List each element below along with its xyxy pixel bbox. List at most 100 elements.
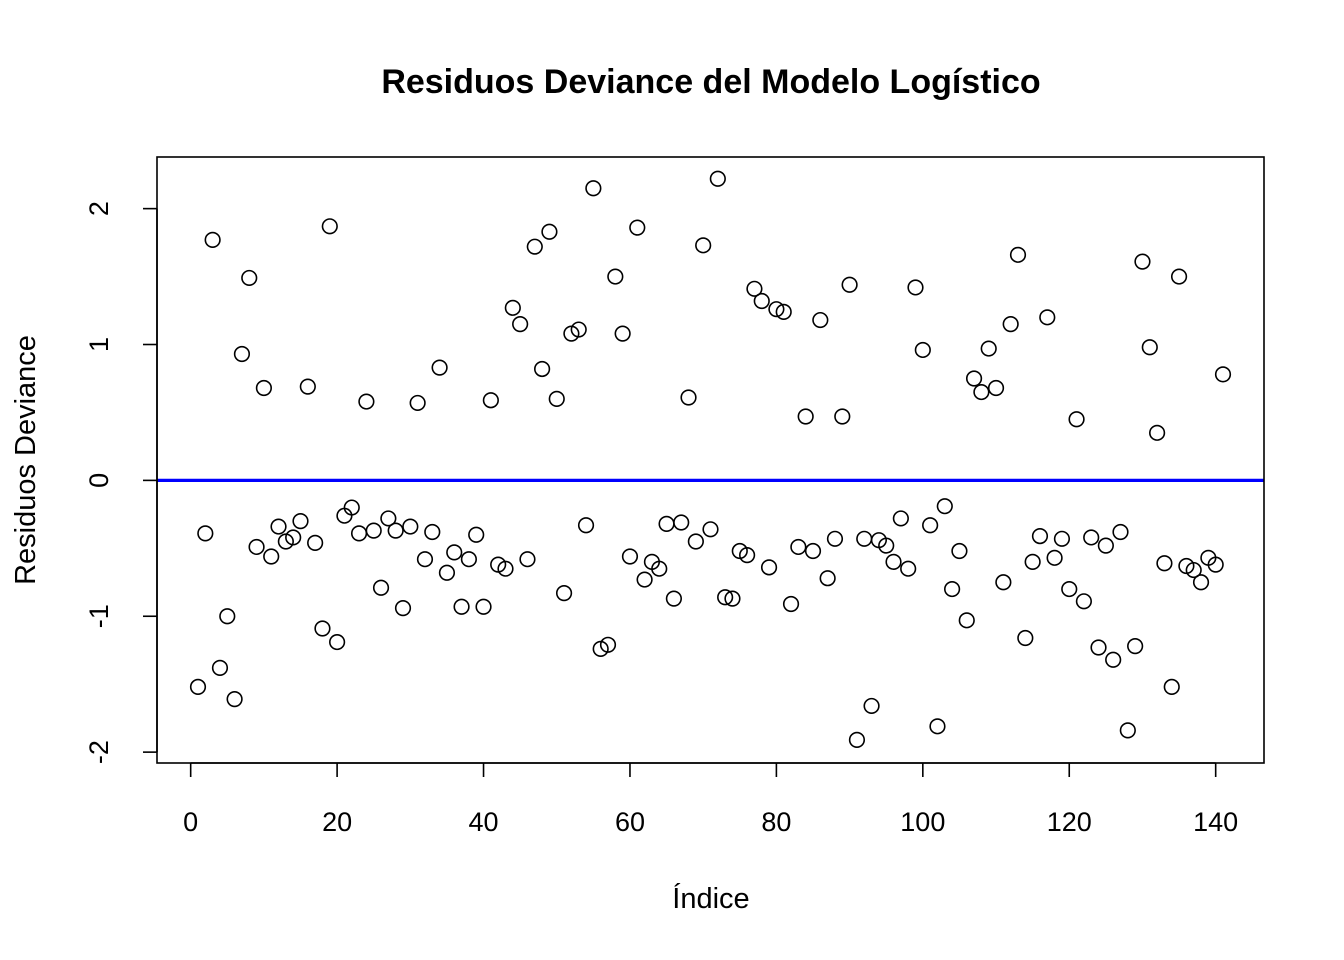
chart-title: Residuos Deviance del Modelo Logístico — [381, 63, 1040, 101]
data-point — [973, 383, 990, 401]
data-point — [782, 595, 800, 613]
data-point — [270, 518, 287, 535]
data-point — [255, 379, 272, 397]
data-point — [717, 589, 734, 606]
data-point — [1112, 523, 1129, 541]
data-point — [775, 303, 792, 320]
x-tick-label: 120 — [1047, 807, 1092, 837]
data-point — [599, 636, 617, 653]
data-point — [929, 718, 946, 735]
data-point — [834, 408, 851, 425]
data-point — [629, 219, 646, 236]
data-point — [885, 553, 902, 571]
data-point — [702, 521, 719, 538]
data-point — [812, 311, 829, 329]
data-point — [387, 522, 404, 539]
data-point — [1170, 268, 1188, 285]
data-point — [951, 542, 968, 560]
data-point — [197, 525, 214, 542]
data-point — [607, 268, 624, 285]
y-tick-label: 0 — [84, 473, 114, 488]
data-point — [1046, 549, 1063, 566]
data-point — [226, 691, 243, 708]
data-point — [453, 598, 470, 615]
data-point — [519, 551, 536, 568]
data-point — [402, 518, 419, 535]
data-point — [636, 571, 653, 588]
data-point — [1134, 253, 1151, 270]
data-point — [958, 612, 975, 629]
data-point — [1119, 722, 1136, 739]
data-point — [651, 560, 668, 577]
data-point — [1075, 593, 1092, 610]
data-point — [1127, 638, 1144, 655]
data-point — [900, 560, 917, 577]
data-point — [189, 678, 207, 696]
data-point — [394, 600, 412, 617]
data-point — [1156, 555, 1173, 572]
data-point — [1090, 639, 1107, 656]
y-tick-label: -1 — [84, 604, 114, 628]
y-tick-label: 1 — [84, 337, 114, 352]
y-tick-label: 2 — [84, 201, 114, 216]
data-point — [585, 180, 602, 197]
data-point — [233, 345, 251, 363]
x-axis-label: Índice — [672, 882, 749, 915]
data-point — [673, 514, 690, 531]
points-layer — [189, 170, 1232, 749]
data-point — [372, 579, 390, 596]
data-point — [482, 392, 499, 409]
data-point — [1105, 651, 1122, 668]
data-point — [695, 237, 712, 254]
data-point — [241, 269, 258, 287]
data-point — [504, 299, 521, 316]
data-point — [1002, 316, 1019, 333]
data-point — [1207, 556, 1224, 573]
data-point — [1214, 366, 1232, 383]
data-point — [512, 316, 529, 333]
data-point — [1141, 339, 1158, 356]
data-point — [1031, 527, 1049, 545]
data-point — [995, 574, 1012, 591]
data-point — [365, 522, 382, 539]
data-point — [848, 731, 866, 749]
data-point — [922, 517, 939, 534]
data-point — [804, 542, 822, 560]
data-point — [526, 238, 543, 255]
y-axis: -2 -1 0 1 2 — [84, 201, 158, 764]
data-point — [863, 697, 880, 715]
data-point — [534, 360, 551, 378]
data-point — [497, 560, 514, 577]
data-point — [211, 659, 229, 676]
data-point — [1009, 246, 1027, 263]
data-point — [577, 517, 595, 534]
data-point — [1053, 530, 1071, 547]
data-point — [826, 530, 844, 547]
data-point — [724, 590, 741, 607]
x-tick-label: 60 — [615, 807, 645, 837]
data-point — [555, 585, 573, 602]
data-point — [1068, 411, 1085, 428]
data-point — [358, 393, 375, 410]
data-point — [709, 170, 726, 187]
data-point — [204, 231, 221, 248]
y-tick-label: -2 — [84, 740, 114, 764]
data-point — [1061, 580, 1078, 598]
data-point — [548, 390, 565, 407]
data-point — [760, 559, 778, 576]
data-point — [746, 280, 763, 297]
data-point — [790, 538, 807, 556]
data-point — [665, 590, 682, 607]
data-point — [987, 379, 1005, 397]
data-point — [739, 547, 756, 564]
data-point — [409, 394, 426, 412]
data-point — [1039, 309, 1056, 326]
data-point — [307, 534, 324, 551]
data-point — [329, 633, 346, 651]
data-point — [856, 530, 873, 547]
data-point — [460, 551, 477, 568]
data-point — [797, 408, 814, 425]
data-point — [321, 218, 338, 235]
data-point — [380, 510, 397, 527]
